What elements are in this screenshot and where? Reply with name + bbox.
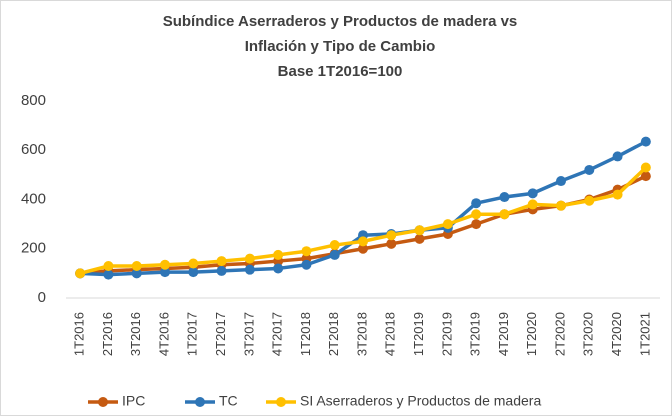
data-point — [640, 171, 651, 182]
data-point — [414, 225, 425, 236]
data-point — [301, 259, 312, 270]
legend-label: TC — [219, 393, 238, 409]
data-point — [471, 219, 482, 230]
x-tick-label: 1T2019 — [411, 312, 426, 356]
x-tick-label: 2T2020 — [552, 312, 567, 356]
data-point — [471, 198, 482, 209]
data-point — [442, 219, 453, 230]
y-tick-label: 400 — [21, 190, 46, 207]
data-point — [556, 200, 566, 211]
x-tick-label: 1T2018 — [298, 312, 313, 356]
data-point — [301, 246, 312, 257]
data-point — [527, 199, 538, 210]
data-point — [103, 269, 114, 280]
data-point — [216, 265, 227, 276]
chart-title: Inflación y Tipo de Cambio — [245, 38, 436, 55]
data-point — [188, 267, 199, 278]
data-point — [244, 253, 255, 264]
y-tick-label: 800 — [21, 92, 46, 109]
data-point — [75, 268, 86, 279]
data-point — [612, 151, 623, 162]
x-tick-label: 4T2018 — [383, 312, 398, 356]
data-point — [584, 195, 595, 206]
x-tick-label: 2T2016 — [100, 312, 115, 356]
data-point — [471, 209, 482, 220]
y-tick-label: 0 — [38, 289, 46, 306]
x-tick-label: 3T2016 — [128, 312, 143, 356]
x-tick-label: 4T2017 — [270, 312, 285, 356]
data-point — [386, 238, 397, 249]
data-point — [131, 260, 142, 271]
x-tick-label: 2T2019 — [439, 312, 454, 356]
data-point — [358, 243, 368, 254]
data-point — [640, 162, 651, 173]
data-point — [216, 256, 227, 267]
data-point — [640, 136, 651, 147]
data-point — [131, 268, 142, 279]
legend-marker — [98, 397, 108, 407]
data-point — [358, 236, 368, 247]
x-tick-label: 3T2019 — [468, 312, 483, 356]
data-point — [527, 188, 538, 199]
data-point — [273, 249, 284, 260]
data-point — [612, 189, 623, 200]
chart-title: Subíndice Aserraderos y Productos de mad… — [163, 13, 518, 30]
data-point — [584, 164, 595, 175]
x-tick-label: 3T2017 — [241, 312, 256, 356]
x-tick-label: 4T2016 — [156, 312, 171, 356]
x-tick-label: 4T2020 — [609, 312, 624, 356]
x-tick-label: 4T2019 — [496, 312, 511, 356]
x-tick-label: 3T2020 — [581, 312, 596, 356]
legend-marker — [276, 397, 286, 407]
y-tick-label: 200 — [21, 240, 46, 257]
x-tick-label: 2T2018 — [326, 312, 341, 356]
data-point — [160, 267, 170, 278]
legend-label: IPC — [122, 393, 145, 409]
data-point — [499, 209, 510, 220]
data-point — [188, 258, 199, 269]
data-point — [499, 192, 510, 203]
x-tick-label: 1T2021 — [637, 312, 652, 356]
data-point — [329, 249, 340, 260]
x-tick-label: 1T2016 — [72, 312, 87, 356]
data-point — [556, 176, 566, 187]
x-tick-label: 1T2020 — [524, 312, 539, 356]
data-point — [244, 264, 255, 275]
data-point — [386, 230, 397, 241]
data-point — [329, 240, 340, 251]
x-tick-label: 3T2018 — [354, 312, 369, 356]
x-tick-label: 2T2017 — [213, 312, 228, 356]
y-tick-label: 600 — [21, 141, 46, 158]
legend-marker — [195, 397, 205, 407]
data-point — [103, 260, 114, 271]
data-point — [414, 233, 425, 244]
x-tick-label: 1T2017 — [185, 312, 200, 356]
legend-label: SI Aserraderos y Productos de madera — [300, 393, 541, 409]
data-point — [273, 263, 284, 274]
chart-title: Base 1T2016=100 — [278, 63, 403, 80]
data-point — [160, 259, 170, 270]
